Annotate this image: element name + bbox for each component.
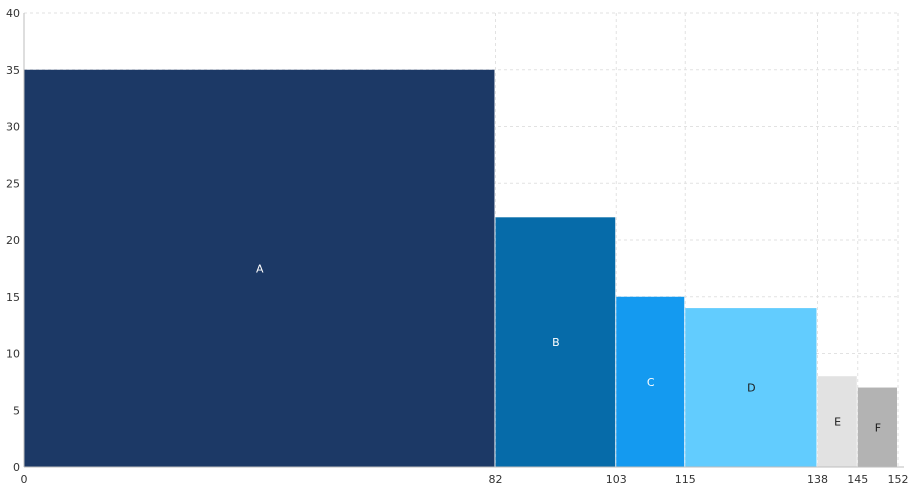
y-tick-label: 5 (13, 404, 20, 417)
y-tick-label: 0 (13, 461, 20, 474)
x-tick-label: 0 (21, 473, 28, 486)
bar-c (616, 296, 685, 467)
bar-label-f: F (875, 421, 881, 434)
bar-label-d: D (747, 382, 755, 395)
bar-f (857, 387, 897, 467)
bar-e (817, 376, 857, 467)
y-tick-label: 35 (6, 64, 20, 77)
y-tick-label: 15 (6, 291, 20, 304)
x-tick-label: 103 (606, 473, 627, 486)
y-tick-label: 25 (6, 177, 20, 190)
y-tick-label: 10 (6, 348, 20, 361)
bar-label-b: B (552, 336, 560, 349)
x-tick-label: 145 (847, 473, 868, 486)
y-tick-label: 20 (6, 234, 20, 247)
label-layer: A B C D E F (256, 262, 881, 434)
x-tick-label: 115 (675, 473, 696, 486)
y-tick-label: 30 (6, 121, 20, 134)
x-tick-label: 138 (807, 473, 828, 486)
bar-d (685, 308, 817, 467)
bar-a (24, 69, 495, 467)
bar-label-e: E (834, 416, 841, 429)
bar-label-a: A (256, 262, 264, 275)
axis-layer: 0 5 10 15 20 25 30 35 40 0 82 103 115 138 145 152 (6, 7, 909, 486)
y-tick-label: 40 (6, 7, 20, 20)
x-tick-label: 152 (888, 473, 909, 486)
bar-b (495, 217, 616, 467)
bar-layer (24, 69, 897, 467)
x-tick-label: 82 (489, 473, 503, 486)
bar-label-c: C (647, 376, 655, 389)
